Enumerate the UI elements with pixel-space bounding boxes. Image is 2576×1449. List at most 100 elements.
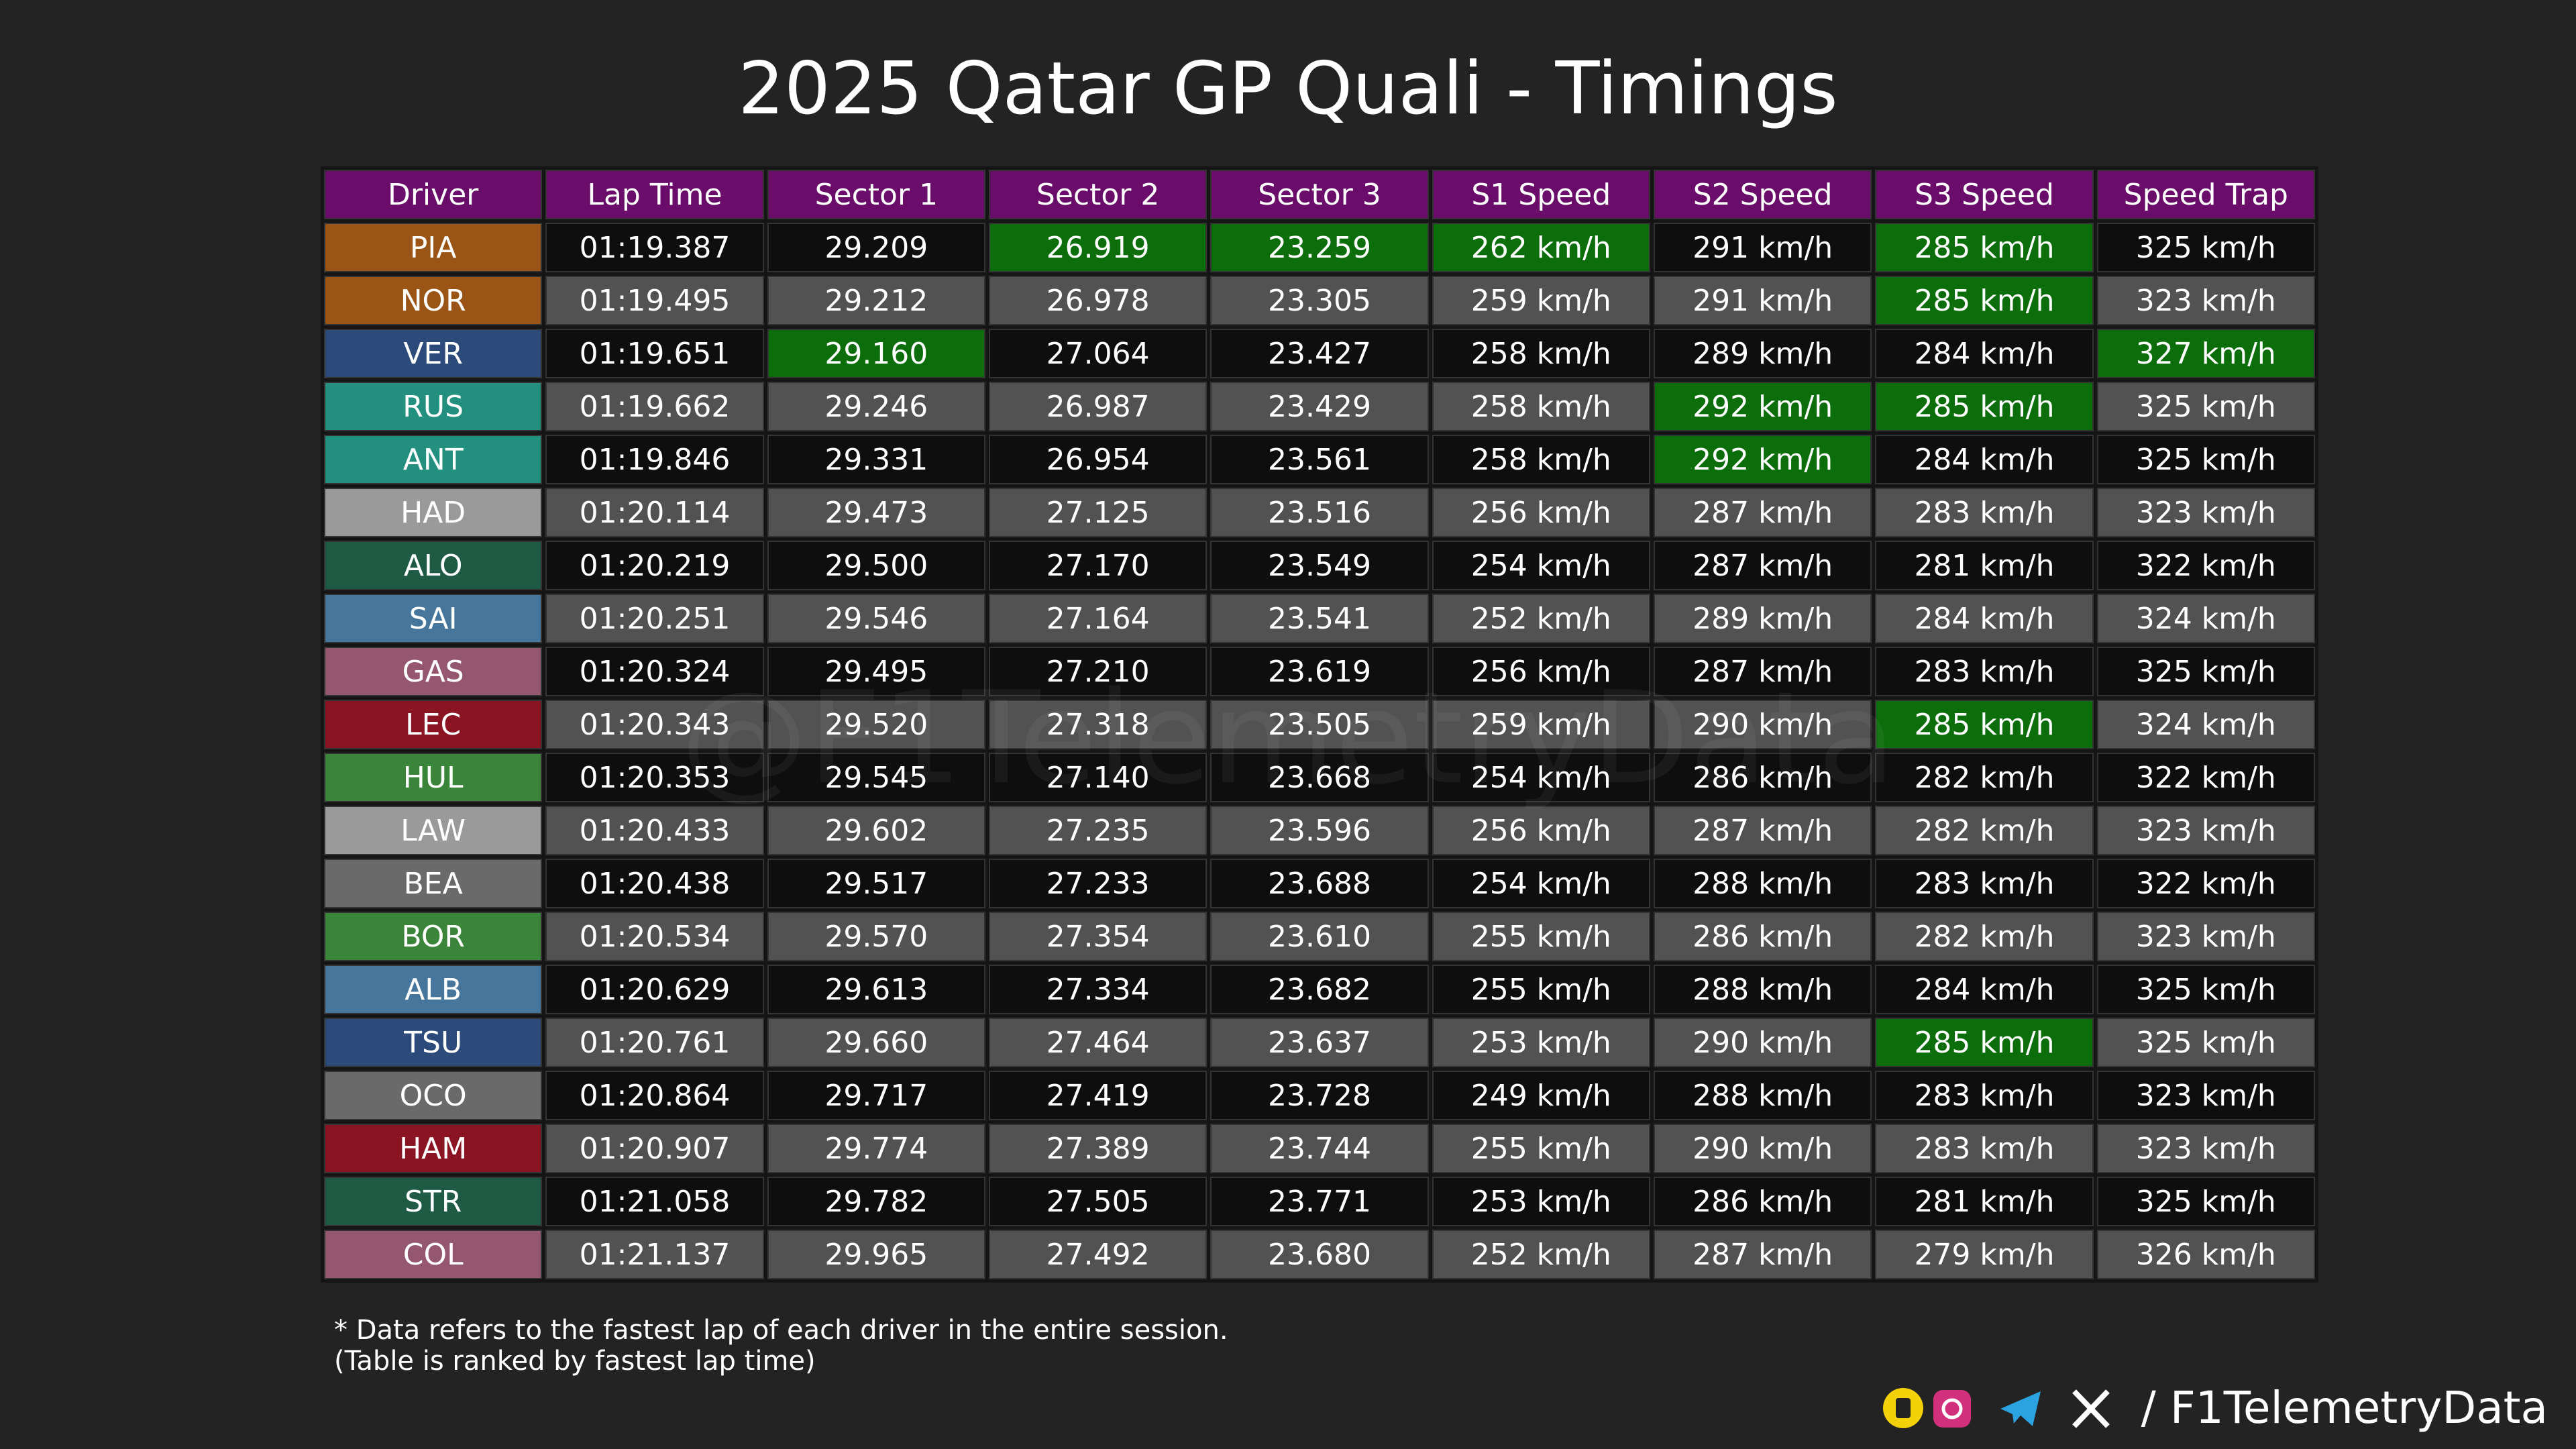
column-header: S2 Speed bbox=[1653, 170, 1872, 219]
column-header: S3 Speed bbox=[1875, 170, 2094, 219]
cell: 29.613 bbox=[767, 965, 985, 1014]
cell: 258 km/h bbox=[1432, 435, 1650, 484]
column-header: S1 Speed bbox=[1432, 170, 1650, 219]
cell: 23.610 bbox=[1210, 912, 1429, 961]
cell: 254 km/h bbox=[1432, 753, 1650, 802]
cell: 01:20.353 bbox=[545, 753, 764, 802]
column-header: Speed Trap bbox=[2096, 170, 2315, 219]
timing-table: Driver Lap Time Sector 1 Sector 2 Sector 3 S1… bbox=[321, 166, 2318, 1283]
note: (Table is ranked by fastest lap time) bbox=[334, 1346, 816, 1377]
row: STR 01:21.058 29.782 27.505 23.771 253 km/h 28… bbox=[324, 1177, 2315, 1226]
cell: 29.495 bbox=[767, 647, 985, 696]
cell: 01:20.433 bbox=[545, 806, 764, 855]
cell: 29.602 bbox=[767, 806, 985, 855]
cell: 27.164 bbox=[988, 594, 1208, 643]
row: NOR 01:19.495 29.212 26.978 23.305 259 km/h 29… bbox=[324, 276, 2315, 325]
cell: 27.492 bbox=[988, 1230, 1208, 1279]
cell: 27.334 bbox=[988, 965, 1208, 1014]
cell: 27.318 bbox=[988, 700, 1208, 749]
cell: 288 km/h bbox=[1653, 1071, 1872, 1120]
cell: 29.520 bbox=[767, 700, 985, 749]
cell: 252 km/h bbox=[1432, 1230, 1650, 1279]
cell: 01:19.662 bbox=[545, 382, 764, 431]
cell: 27.233 bbox=[988, 859, 1208, 908]
cell: 01:20.907 bbox=[545, 1124, 764, 1173]
cell: 259 km/h bbox=[1432, 276, 1650, 325]
cell: 27.210 bbox=[988, 647, 1208, 696]
cell: 29.782 bbox=[767, 1177, 985, 1226]
driver-cell: HAD bbox=[324, 488, 543, 537]
cell: 23.668 bbox=[1210, 753, 1429, 802]
cell: 23.549 bbox=[1210, 541, 1429, 590]
driver-cell: ALO bbox=[324, 541, 543, 590]
row: VER 01:19.651 29.160 27.064 23.427 258 km/h 28… bbox=[324, 329, 2315, 378]
cell: 287 km/h bbox=[1653, 647, 1872, 696]
cell: 27.505 bbox=[988, 1177, 1208, 1226]
driver-cell: HAM bbox=[324, 1124, 543, 1173]
cell: 292 km/h bbox=[1653, 382, 1872, 431]
note: * Data refers to the fastest lap of each… bbox=[334, 1315, 1228, 1346]
cell: 279 km/h bbox=[1875, 1230, 2094, 1279]
watermark: @F1TelemetryData bbox=[680, 664, 1896, 812]
row: BEA 01:20.438 29.517 27.233 23.688 254 km/h 28… bbox=[324, 859, 2315, 908]
cell: 327 km/h bbox=[2096, 329, 2315, 378]
driver-cell: COL bbox=[324, 1230, 543, 1279]
cell: 325 km/h bbox=[2096, 647, 2315, 696]
notes: * Data refers to the fastest lap of each… bbox=[334, 1315, 1228, 1377]
cell: 27.125 bbox=[988, 488, 1208, 537]
row: OCO 01:20.864 29.717 27.419 23.728 249 km/h 28… bbox=[324, 1071, 2315, 1120]
row: SAI 01:20.251 29.546 27.164 23.541 252 km/h 28… bbox=[324, 594, 2315, 643]
row: ANT 01:19.846 29.331 26.954 23.561 258 km/h 29… bbox=[324, 435, 2315, 484]
driver-cell: SAI bbox=[324, 594, 543, 643]
cell: 259 km/h bbox=[1432, 700, 1650, 749]
cell: 281 km/h bbox=[1875, 541, 2094, 590]
row: HAD 01:20.114 29.473 27.125 23.516 256 km/h 28… bbox=[324, 488, 2315, 537]
cell: 29.774 bbox=[767, 1124, 985, 1173]
driver-cell: BEA bbox=[324, 859, 543, 908]
cell: 29.246 bbox=[767, 382, 985, 431]
cell: 256 km/h bbox=[1432, 647, 1650, 696]
cell: 256 km/h bbox=[1432, 488, 1650, 537]
cell: 255 km/h bbox=[1432, 912, 1650, 961]
cell: 255 km/h bbox=[1432, 965, 1650, 1014]
cell: 288 km/h bbox=[1653, 859, 1872, 908]
cell: 23.561 bbox=[1210, 435, 1429, 484]
cell: 322 km/h bbox=[2096, 753, 2315, 802]
cell: 26.987 bbox=[988, 382, 1208, 431]
cell: 23.688 bbox=[1210, 859, 1429, 908]
cell: 23.429 bbox=[1210, 382, 1429, 431]
cell: 285 km/h bbox=[1875, 700, 2094, 749]
cell: 01:20.629 bbox=[545, 965, 764, 1014]
cell: 283 km/h bbox=[1875, 647, 2094, 696]
cell: 284 km/h bbox=[1875, 965, 2094, 1014]
cell: 23.505 bbox=[1210, 700, 1429, 749]
driver-cell: LEC bbox=[324, 700, 543, 749]
cell: 01:19.846 bbox=[545, 435, 764, 484]
cell: 281 km/h bbox=[1875, 1177, 2094, 1226]
driver-cell: LAW bbox=[324, 806, 543, 855]
driver-cell: ALB bbox=[324, 965, 543, 1014]
cell: 01:20.324 bbox=[545, 647, 764, 696]
driver-cell: VER bbox=[324, 329, 543, 378]
cell: 27.464 bbox=[988, 1018, 1208, 1067]
driver-cell: PIA bbox=[324, 223, 543, 272]
cell: 289 km/h bbox=[1653, 594, 1872, 643]
row: HAM 01:20.907 29.774 27.389 23.744 255 km/h 29… bbox=[324, 1124, 2315, 1173]
driver-cell: ANT bbox=[324, 435, 543, 484]
cell: 325 km/h bbox=[2096, 435, 2315, 484]
cell: 29.160 bbox=[767, 329, 985, 378]
cell: 324 km/h bbox=[2096, 700, 2315, 749]
cell: 282 km/h bbox=[1875, 912, 2094, 961]
cell: 29.660 bbox=[767, 1018, 985, 1067]
cell: 322 km/h bbox=[2096, 541, 2315, 590]
cell: 23.682 bbox=[1210, 965, 1429, 1014]
cell: 29.209 bbox=[767, 223, 985, 272]
row: GAS 01:20.324 29.495 27.210 23.619 256 km/h 28… bbox=[324, 647, 2315, 696]
column-header: Sector 1 bbox=[767, 170, 985, 219]
cell: 29.500 bbox=[767, 541, 985, 590]
cell: 01:19.495 bbox=[545, 276, 764, 325]
cell: 287 km/h bbox=[1653, 488, 1872, 537]
row: RUS 01:19.662 29.246 26.987 23.429 258 km/h 29… bbox=[324, 382, 2315, 431]
cell: 289 km/h bbox=[1653, 329, 1872, 378]
